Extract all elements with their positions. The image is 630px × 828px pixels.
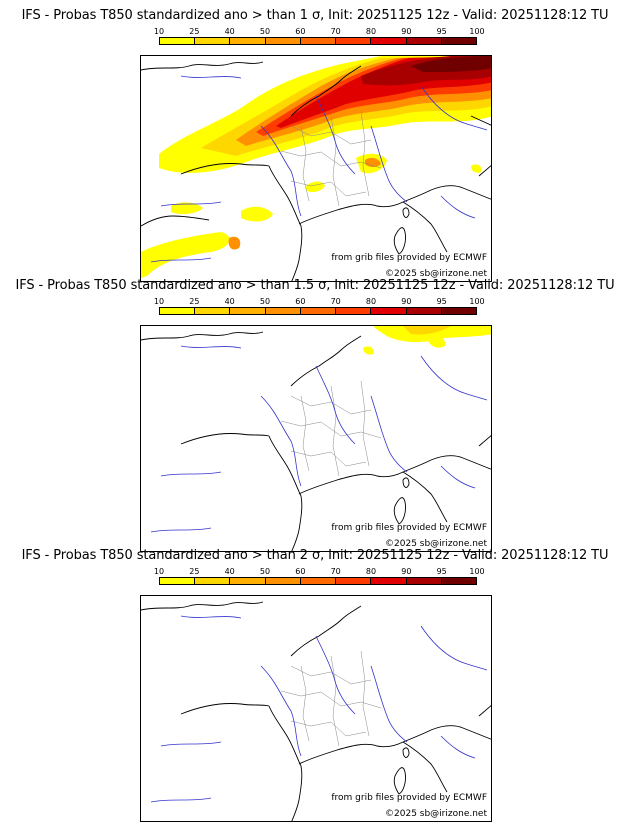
admin-borders xyxy=(280,110,382,207)
colorbar-swatch xyxy=(371,308,407,314)
colorbar-legend: 10 25 40 50 60 70 80 90 95 100 xyxy=(153,27,485,49)
colorbar-swatch xyxy=(265,578,301,584)
colorbar-swatch xyxy=(371,38,407,44)
colorbar-tick-label: 80 xyxy=(365,567,377,576)
copyright-notice: ©2025 sb@irizone.net xyxy=(385,539,487,549)
copyright-notice: ©2025 sb@irizone.net xyxy=(385,809,487,819)
colorbar-tick-label: 50 xyxy=(259,567,271,576)
colorbar-swatch xyxy=(195,578,231,584)
colorbar-swatch xyxy=(406,308,442,314)
colorbar-swatch xyxy=(406,578,442,584)
coastlines xyxy=(141,601,491,821)
probability-map: from grib files provided by ECMWF ©2025 … xyxy=(140,325,492,552)
probability-shading xyxy=(141,56,491,278)
colorbar-tick-label: 60 xyxy=(295,567,306,576)
colorbar-tick-label: 70 xyxy=(330,27,341,36)
colorbar-swatch xyxy=(441,308,476,314)
admin-borders xyxy=(280,650,382,747)
admin-borders xyxy=(280,380,382,477)
colorbar-tick-label: 95 xyxy=(436,27,447,36)
colorbar-swatch xyxy=(265,38,301,44)
data-source-credit: from grib files provided by ECMWF xyxy=(331,793,487,803)
map-canvas xyxy=(141,326,491,551)
colorbar-tick-label: 60 xyxy=(295,27,306,36)
map-panel-2sigma: IFS - Probas T850 standardized ano > tha… xyxy=(0,548,630,822)
colorbar-tick-label: 80 xyxy=(365,27,377,36)
colorbar-tick-label: 95 xyxy=(436,567,447,576)
colorbar-swatch xyxy=(160,38,196,44)
colorbar-tick-label: 10 xyxy=(153,567,165,576)
map-canvas xyxy=(141,56,491,281)
colorbar-strip xyxy=(159,307,477,315)
colorbar-swatch xyxy=(441,38,476,44)
colorbar-tick-label: 90 xyxy=(401,27,412,36)
colorbar-swatch xyxy=(336,38,372,44)
colorbar-tick-label: 25 xyxy=(189,567,200,576)
colorbar-tick-label: 100 xyxy=(469,297,485,306)
colorbar-swatch xyxy=(230,578,266,584)
colorbar-tick-label: 90 xyxy=(401,297,412,306)
coastlines xyxy=(141,331,491,551)
panel-title: IFS - Probas T850 standardized ano > tha… xyxy=(15,278,615,293)
colorbar-tick-label: 70 xyxy=(330,567,341,576)
colorbar-swatch xyxy=(160,308,196,314)
rivers xyxy=(150,75,488,263)
data-source-credit: from grib files provided by ECMWF xyxy=(331,253,487,263)
colorbar-swatch xyxy=(441,578,476,584)
probability-map: from grib files provided by ECMWF ©2025 … xyxy=(140,595,492,822)
colorbar-swatch xyxy=(336,578,372,584)
colorbar-swatch xyxy=(336,308,372,314)
colorbar-swatch xyxy=(300,308,337,314)
colorbar-tick-label: 50 xyxy=(259,27,271,36)
probability-shading xyxy=(363,326,491,355)
colorbar-tick-label: 40 xyxy=(224,567,235,576)
panel-title: IFS - Probas T850 standardized ano > tha… xyxy=(21,548,609,563)
colorbar-tick-label: 25 xyxy=(189,297,200,306)
colorbar-tick-label: 25 xyxy=(189,27,200,36)
map-canvas xyxy=(141,601,491,821)
colorbar-tick-label: 100 xyxy=(469,567,485,576)
colorbar-strip xyxy=(159,577,477,585)
colorbar-tick-label: 60 xyxy=(295,297,306,306)
colorbar-tick-label: 80 xyxy=(365,297,377,306)
colorbar-legend: 10 25 40 50 60 70 80 90 95 100 xyxy=(153,297,485,319)
colorbar-tick-label: 10 xyxy=(153,297,165,306)
colorbar-swatch xyxy=(300,38,337,44)
colorbar-swatch xyxy=(195,308,231,314)
colorbar-swatch xyxy=(230,38,266,44)
panel-title: IFS - Probas T850 standardized ano > tha… xyxy=(21,8,609,23)
rivers xyxy=(150,345,488,533)
colorbar-swatch xyxy=(230,308,266,314)
colorbar-swatch xyxy=(160,578,196,584)
colorbar-tick-label: 90 xyxy=(401,567,412,576)
colorbar-legend: 10 25 40 50 60 70 80 90 95 100 xyxy=(153,567,485,589)
colorbar-swatch xyxy=(300,578,337,584)
data-source-credit: from grib files provided by ECMWF xyxy=(331,523,487,533)
colorbar-tick-label: 100 xyxy=(469,27,485,36)
colorbar-labels: 10 25 40 50 60 70 80 90 95 100 xyxy=(153,27,485,37)
colorbar-tick-label: 50 xyxy=(259,297,271,306)
colorbar-swatch xyxy=(406,38,442,44)
colorbar-swatch xyxy=(195,38,231,44)
colorbar-tick-label: 40 xyxy=(224,297,235,306)
probability-map: from grib files provided by ECMWF ©2025 … xyxy=(140,55,492,282)
colorbar-tick-label: 95 xyxy=(436,297,447,306)
colorbar-labels: 10 25 40 50 60 70 80 90 95 100 xyxy=(153,567,485,577)
colorbar-strip xyxy=(159,37,477,45)
colorbar-swatch xyxy=(265,308,301,314)
map-panel-1sigma: IFS - Probas T850 standardized ano > tha… xyxy=(0,8,630,282)
copyright-notice: ©2025 sb@irizone.net xyxy=(385,269,487,279)
coastlines xyxy=(141,61,491,281)
map-panel-1-5sigma: IFS - Probas T850 standardized ano > tha… xyxy=(0,278,630,552)
colorbar-tick-label: 70 xyxy=(330,297,341,306)
rivers xyxy=(150,615,488,803)
colorbar-labels: 10 25 40 50 60 70 80 90 95 100 xyxy=(153,297,485,307)
colorbar-tick-label: 10 xyxy=(153,27,165,36)
colorbar-swatch xyxy=(371,578,407,584)
colorbar-tick-label: 40 xyxy=(224,27,235,36)
